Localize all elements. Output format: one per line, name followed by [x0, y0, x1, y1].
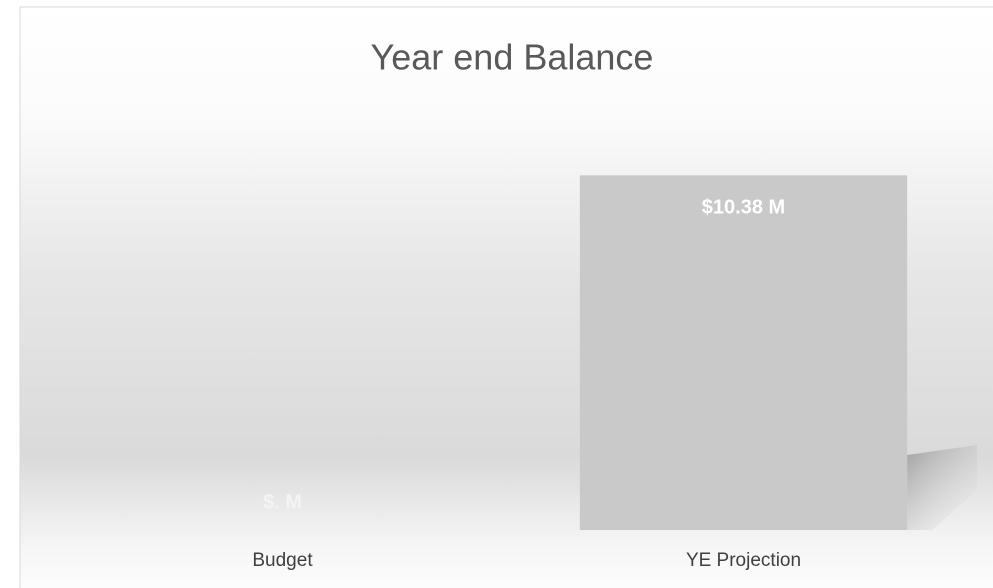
- chart-title: Year end Balance: [371, 37, 654, 78]
- value-label: $. M: [263, 491, 302, 513]
- bar: [579, 175, 908, 530]
- x-tick-label: Budget: [252, 550, 313, 571]
- value-label: $10.38 M: [702, 197, 785, 219]
- x-tick-label: YE Projection: [686, 550, 801, 571]
- bar-shadow: [907, 445, 978, 530]
